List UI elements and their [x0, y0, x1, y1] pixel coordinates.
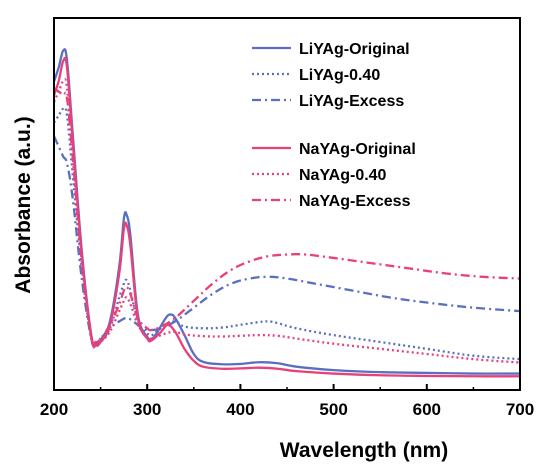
x-tick-label: 700: [506, 400, 534, 419]
series-line-liyag-excess: [54, 135, 520, 346]
legend-label: LiYAg-0.40: [299, 67, 380, 84]
legend: LiYAg-Original LiYAg-0.40 LiYAg-Excess NaYA…: [252, 41, 416, 210]
legend-label: NaYAg-Excess: [299, 193, 411, 210]
series-line-nayag-excess: [54, 87, 520, 345]
legend-label: NaYAg-0.40: [299, 167, 387, 184]
x-tick-label: 200: [40, 400, 68, 419]
series-lines: [54, 48, 520, 378]
series-line-nayag-0.40: [54, 78, 520, 364]
x-tick-label: 500: [319, 400, 347, 419]
x-tick-label: 300: [133, 400, 161, 419]
legend-label: LiYAg-Original: [299, 41, 410, 58]
x-axis-label: Wavelength (nm): [280, 439, 448, 462]
legend-label: NaYAg-Original: [299, 141, 416, 158]
y-axis-label: Absorbance (a.u.): [12, 116, 35, 293]
x-tick-label: 400: [226, 400, 254, 419]
legend-label: LiYAg-Excess: [299, 93, 404, 110]
x-axis-ticks: 200 300 400 500 600 700: [40, 384, 534, 419]
x-tick-label: 600: [413, 400, 441, 419]
